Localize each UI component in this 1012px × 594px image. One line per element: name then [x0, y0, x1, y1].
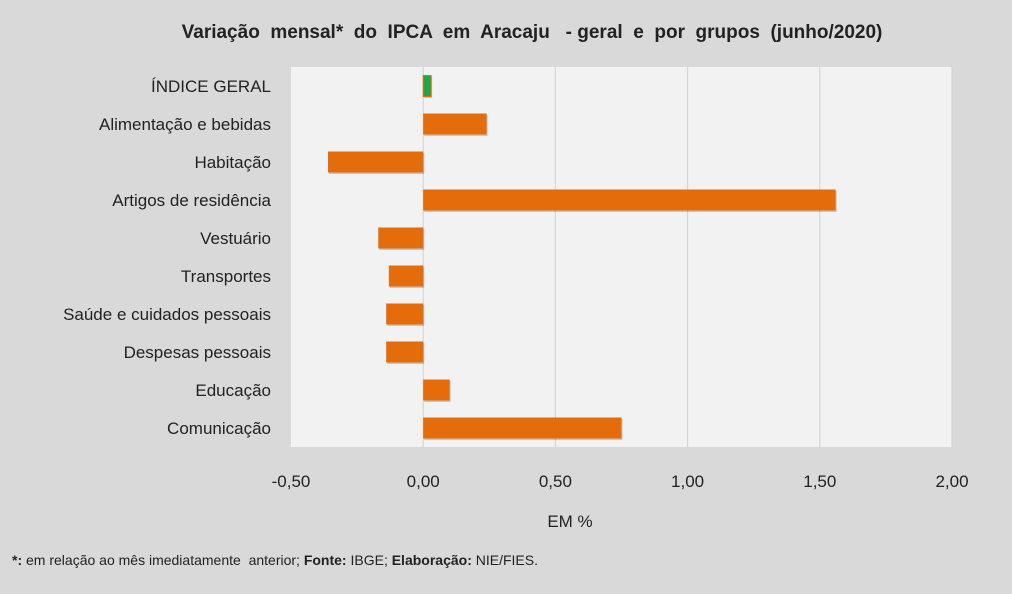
x-tick-label: -0,50: [272, 472, 311, 491]
bar: [423, 417, 622, 439]
bar: [422, 75, 432, 97]
category-label: Despesas pessoais: [124, 343, 271, 362]
bar: [386, 341, 424, 363]
footnote-star: *:: [12, 552, 22, 568]
bar: [423, 113, 487, 135]
chart-title: Variação mensal* do IPCA em Aracaju - ge…: [182, 22, 883, 43]
x-tick-label: 1,50: [803, 472, 836, 491]
x-tick-label: 0,00: [407, 472, 440, 491]
bar: [386, 303, 424, 325]
x-tick-label: 1,00: [671, 472, 704, 491]
category-label: Educação: [195, 381, 271, 400]
category-label: Habitação: [194, 153, 271, 172]
bar: [423, 379, 450, 401]
footnote-fonte-label: Fonte:: [304, 552, 347, 568]
footnote: *: em relação ao mês imediatamente anter…: [12, 552, 538, 568]
category-label: Alimentação e bebidas: [99, 115, 271, 134]
bar: [378, 227, 424, 249]
category-label: Saúde e cuidados pessoais: [63, 305, 271, 324]
x-tick-label: 0,50: [539, 472, 572, 491]
bar: [388, 265, 424, 287]
footnote-fonte-text: IBGE;: [347, 552, 392, 568]
x-axis-label: EM %: [547, 512, 592, 531]
footnote-elab-label: Elaboração:: [392, 552, 472, 568]
x-tick-label: 2,00: [935, 472, 968, 491]
category-label: Artigos de residência: [112, 191, 271, 210]
footnote-star-text: em relação ao mês imediatamente anterior…: [22, 552, 304, 568]
plot-area: [291, 67, 952, 447]
bar: [423, 189, 836, 211]
category-label: ÍNDICE GERAL: [151, 77, 271, 96]
category-label: Comunicação: [167, 419, 271, 438]
bar: [328, 151, 424, 173]
footnote-elab-text: NIE/FIES.: [472, 552, 538, 568]
category-label: Transportes: [181, 267, 271, 286]
category-label: Vestuário: [200, 229, 271, 248]
